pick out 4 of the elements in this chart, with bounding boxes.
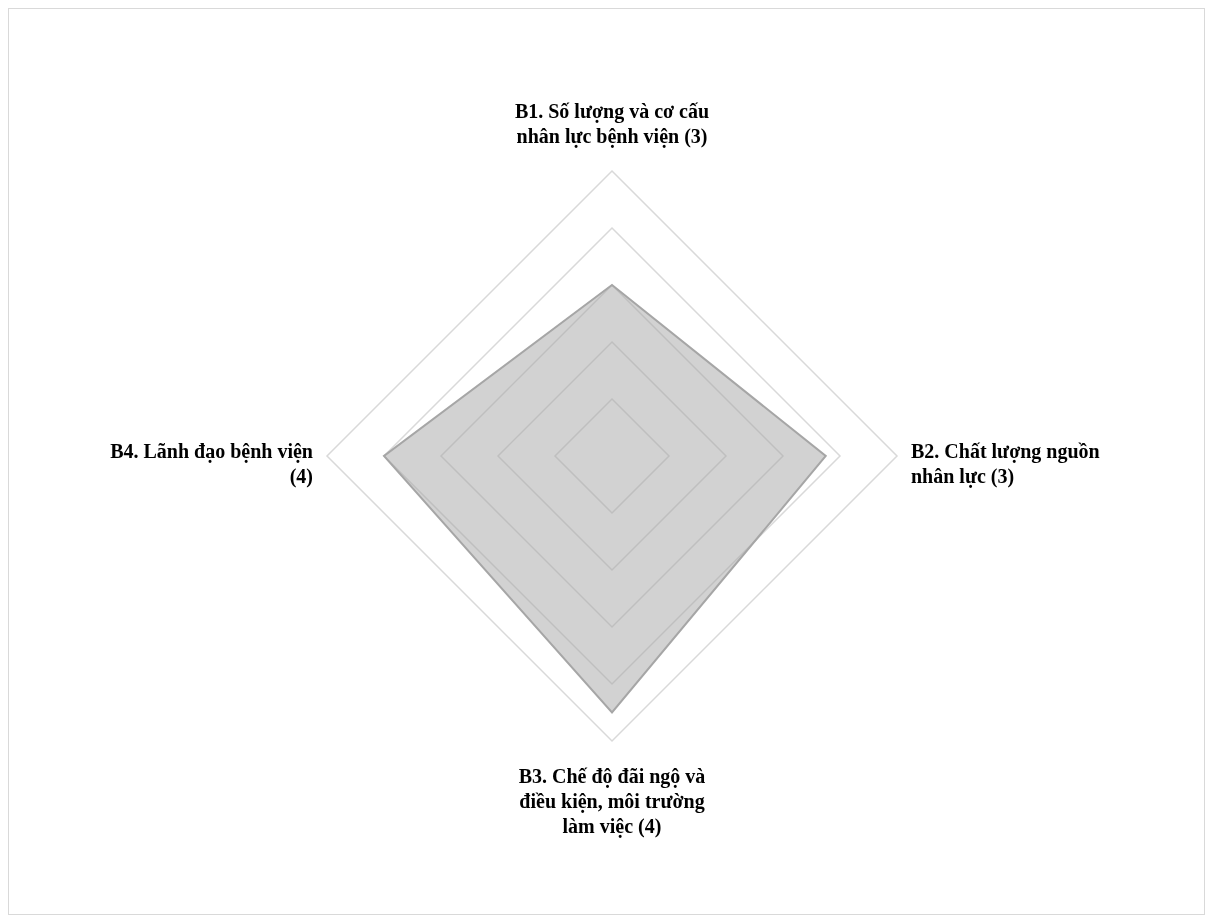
spoke-label: B3. Chế độ đãi ngộ và điều kiện, môi trường làm việc (4) xyxy=(518,765,706,838)
spoke-label: B2. Chất lượng nguồn nhân lực (3) xyxy=(911,439,1100,488)
spoke-label: B1. Số lượng và cơ cấu nhân lực bệnh viện (3) xyxy=(514,100,710,148)
spoke-label: B4. Lãnh đạo bệnh viện (4) xyxy=(110,439,313,488)
